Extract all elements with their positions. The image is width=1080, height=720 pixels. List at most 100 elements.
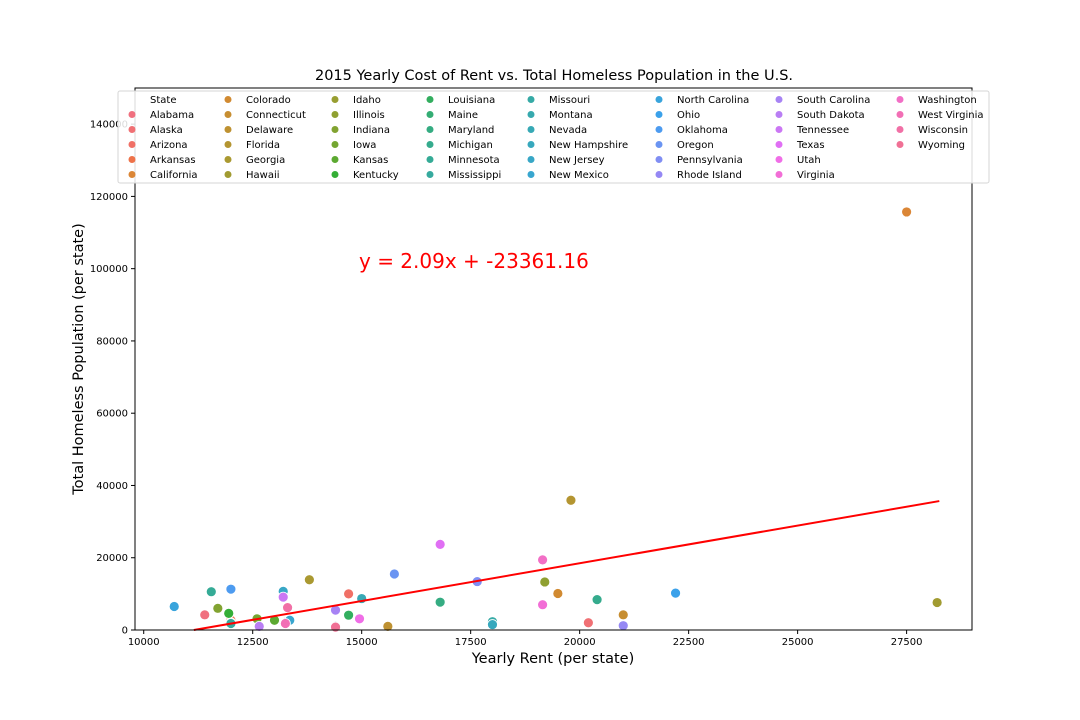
y-tick-label: 80000 [96, 336, 128, 347]
y-tick-label: 120000 [90, 192, 128, 203]
legend-marker [128, 141, 136, 148]
legend-marker [331, 126, 339, 133]
legend-marker [775, 111, 783, 118]
legend-marker [426, 126, 434, 133]
legend-label: Ohio [677, 110, 700, 121]
data-point [617, 620, 629, 632]
legend-marker [655, 171, 663, 178]
legend-label: Georgia [246, 155, 285, 166]
legend-marker [224, 156, 232, 163]
legend-marker [527, 126, 535, 133]
legend-label: West Virginia [918, 110, 983, 121]
legend-label: New Hampshire [549, 140, 628, 151]
data-point [487, 619, 498, 630]
chart-title: 2015 Yearly Cost of Rent vs. Total Homel… [315, 68, 793, 84]
legend-label: Kentucky [353, 170, 399, 181]
legend-label: Mississippi [448, 170, 501, 181]
x-tick-label: 25000 [782, 637, 814, 648]
legend-marker [775, 171, 783, 178]
legend-label: Utah [797, 155, 821, 166]
data-point [537, 554, 549, 566]
data-point [343, 609, 355, 621]
legend-marker [896, 96, 904, 103]
data-point [343, 588, 355, 600]
legend-marker [224, 171, 232, 178]
data-point [253, 620, 265, 632]
data-point [168, 601, 180, 612]
legend-label: California [150, 170, 198, 181]
data-point [552, 588, 564, 599]
legend-label: Missouri [549, 95, 590, 106]
legend: State Alabama Alaska Arizona Arkansas Califo… [117, 90, 990, 184]
x-tick-label: 12500 [237, 637, 269, 648]
legend-marker [896, 111, 904, 118]
legend-label: Delaware [246, 125, 293, 136]
legend-marker [224, 141, 232, 148]
legend-label: Indiana [353, 125, 390, 136]
legend-label: Maine [448, 110, 478, 121]
x-tick-label: 17500 [455, 637, 487, 648]
legend-marker [128, 156, 136, 163]
legend-label: Minnesota [448, 155, 500, 166]
data-point [388, 568, 400, 580]
legend-marker [775, 141, 783, 148]
data-point [199, 609, 211, 621]
legend-label: Hawaii [246, 170, 280, 181]
data-point [565, 494, 577, 506]
legend-marker [896, 141, 904, 148]
legend-entries: Alabama Alaska Arizona Arkansas California Co… [128, 95, 983, 181]
data-point [670, 587, 681, 599]
y-tick-label: 40000 [96, 481, 128, 492]
legend-marker [775, 96, 783, 103]
legend-marker [426, 111, 434, 118]
data-point [212, 602, 224, 614]
data-point [382, 620, 394, 632]
data-point [539, 576, 551, 588]
legend-label: Alaska [150, 125, 183, 136]
legend-marker [331, 156, 339, 163]
x-tick-label: 15000 [346, 637, 378, 648]
legend-label: South Dakota [797, 110, 865, 121]
data-point [223, 607, 235, 619]
regression-line [193, 500, 940, 631]
legend-marker [896, 126, 904, 133]
legend-marker [426, 156, 434, 163]
legend-label: Arkansas [150, 155, 196, 166]
y-tick-label: 100000 [90, 264, 128, 275]
x-tick-label: 20000 [564, 637, 596, 648]
legend-label: Wisconsin [918, 125, 968, 136]
legend-marker [128, 171, 136, 178]
legend-label: Pennsylvania [677, 155, 743, 166]
legend-label: Iowa [353, 140, 376, 151]
legend-label: Michigan [448, 140, 493, 151]
regression-equation: y = 2.09x + -23361.16 [359, 249, 589, 273]
legend-marker [775, 126, 783, 133]
data-point [277, 591, 289, 603]
legend-label: Rhode Island [677, 170, 742, 181]
data-point [225, 583, 237, 595]
legend-label: Wyoming [918, 140, 965, 151]
y-tick-label: 20000 [96, 553, 128, 564]
legend-marker [224, 96, 232, 103]
x-tick-label: 10000 [128, 637, 160, 648]
data-point [434, 596, 446, 608]
legend-title: State [150, 95, 176, 106]
legend-label: Kansas [353, 155, 388, 166]
data-point [901, 206, 913, 218]
legend-marker [527, 156, 535, 163]
y-tick-label: 0 [122, 626, 128, 637]
legend-label: Louisiana [448, 95, 495, 106]
legend-marker [426, 171, 434, 178]
legend-marker [527, 96, 535, 103]
data-point [303, 574, 315, 586]
data-point [591, 594, 603, 606]
legend-marker [527, 171, 535, 178]
legend-label: Connecticut [246, 110, 306, 121]
data-point [354, 613, 365, 625]
y-axis-label: Total Homeless Population (per state) [71, 223, 87, 496]
legend-marker [655, 141, 663, 148]
data-point [282, 602, 293, 613]
plot-frame [134, 87, 973, 631]
data-point [537, 599, 549, 611]
